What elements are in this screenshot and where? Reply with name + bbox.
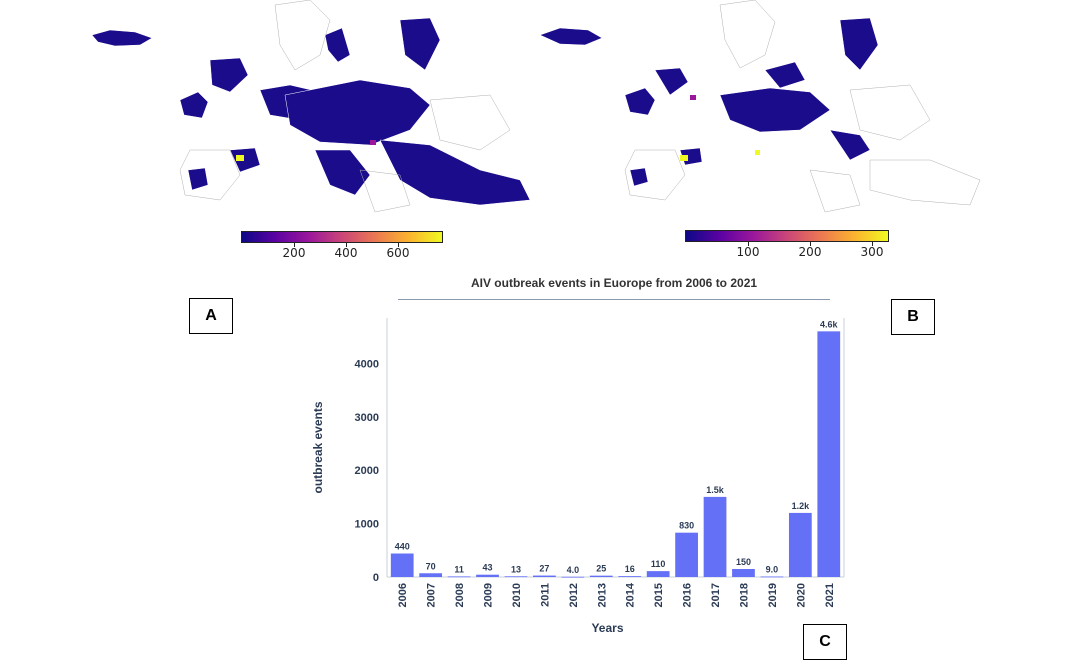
bar-data-label: 27 (539, 564, 549, 574)
bar-data-label: 70 (426, 561, 436, 571)
colorbar-b-tick: 200 (798, 245, 822, 259)
colorbar-b-tick: 100 (736, 245, 760, 259)
bar (817, 331, 841, 577)
bar (561, 576, 585, 578)
europe-choropleth-map-a (91, 0, 531, 213)
x-tick-label: 2015 (653, 583, 665, 607)
x-tick-label: 2020 (795, 583, 807, 607)
bar (390, 553, 414, 577)
bar (504, 576, 528, 578)
colorbar-a (241, 231, 443, 243)
bar-data-label: 13 (511, 564, 521, 574)
bar-data-label: 110 (651, 559, 666, 569)
bar-data-label: 11 (454, 564, 464, 574)
x-tick-label: 2008 (454, 583, 466, 607)
panel-label-a: A (189, 298, 233, 334)
bar (788, 512, 812, 577)
y-tick-label: 0 (373, 572, 379, 584)
colorbar-b (685, 230, 889, 242)
bar-data-label: 4.0 (567, 565, 580, 575)
bar-chart: 0 1000 2000 3000 4000 outbreak events 440 2006 7… (311, 318, 845, 635)
bar (533, 575, 556, 577)
bar (419, 573, 443, 577)
x-tick-label: 2011 (539, 583, 551, 607)
bar (618, 576, 642, 577)
x-tick-label: 2007 (426, 583, 438, 607)
x-tick-label: 2017 (710, 583, 722, 607)
x-tick-label: 2010 (511, 583, 523, 607)
bar (589, 575, 613, 577)
bar (703, 496, 727, 577)
bar (447, 576, 471, 578)
bar-data-label: 150 (736, 557, 751, 567)
bar-data-label: 830 (679, 521, 694, 531)
bar (646, 571, 670, 577)
panel-label-b: B (891, 299, 935, 335)
bar-data-label: 25 (596, 564, 606, 574)
title-divider (398, 299, 830, 300)
bar-data-label: 43 (483, 563, 493, 573)
chart-title: AIV outbreak events in Euorope from 2006… (470, 276, 758, 290)
x-tick-label: 2019 (767, 583, 779, 607)
y-tick-label: 2000 (355, 465, 379, 477)
x-tick-label: 2009 (483, 583, 495, 607)
bar-data-label: 1.5k (706, 485, 725, 495)
bar-data-label: 4.6k (820, 319, 839, 329)
bar (732, 568, 755, 577)
x-tick-label: 2006 (397, 583, 409, 607)
bar (476, 574, 499, 577)
iceland-region (91, 29, 153, 47)
y-tick-label: 4000 (355, 358, 379, 370)
colorbar-a-tick: 600 (386, 246, 410, 260)
x-tick-label: 2014 (625, 582, 637, 607)
x-tick-label: 2021 (824, 583, 836, 607)
x-tick-label: 2012 (568, 583, 580, 607)
y-tick-label: 1000 (355, 519, 379, 531)
x-tick-label: 2016 (682, 583, 694, 607)
x-tick-label: 2018 (738, 583, 750, 607)
panel-label-c: C (803, 624, 847, 660)
iceland-region (539, 27, 603, 46)
bar-data-label: 1.2k (792, 501, 811, 511)
y-tick-label: 3000 (355, 412, 379, 424)
colorbar-a-tick: 200 (282, 246, 306, 260)
bar-data-label: 16 (625, 564, 635, 574)
europe-choropleth-map-b (539, 0, 981, 213)
bar-data-label: 9.0 (766, 565, 779, 575)
x-axis-title: Years (591, 621, 623, 635)
bar (675, 532, 698, 577)
y-axis-title: outbreak events (311, 401, 325, 493)
colorbar-a-tick: 400 (334, 246, 358, 260)
bar (760, 576, 784, 578)
colorbar-b-tick: 300 (860, 245, 884, 259)
x-tick-label: 2013 (596, 583, 608, 607)
bar-data-label: 440 (395, 542, 410, 552)
